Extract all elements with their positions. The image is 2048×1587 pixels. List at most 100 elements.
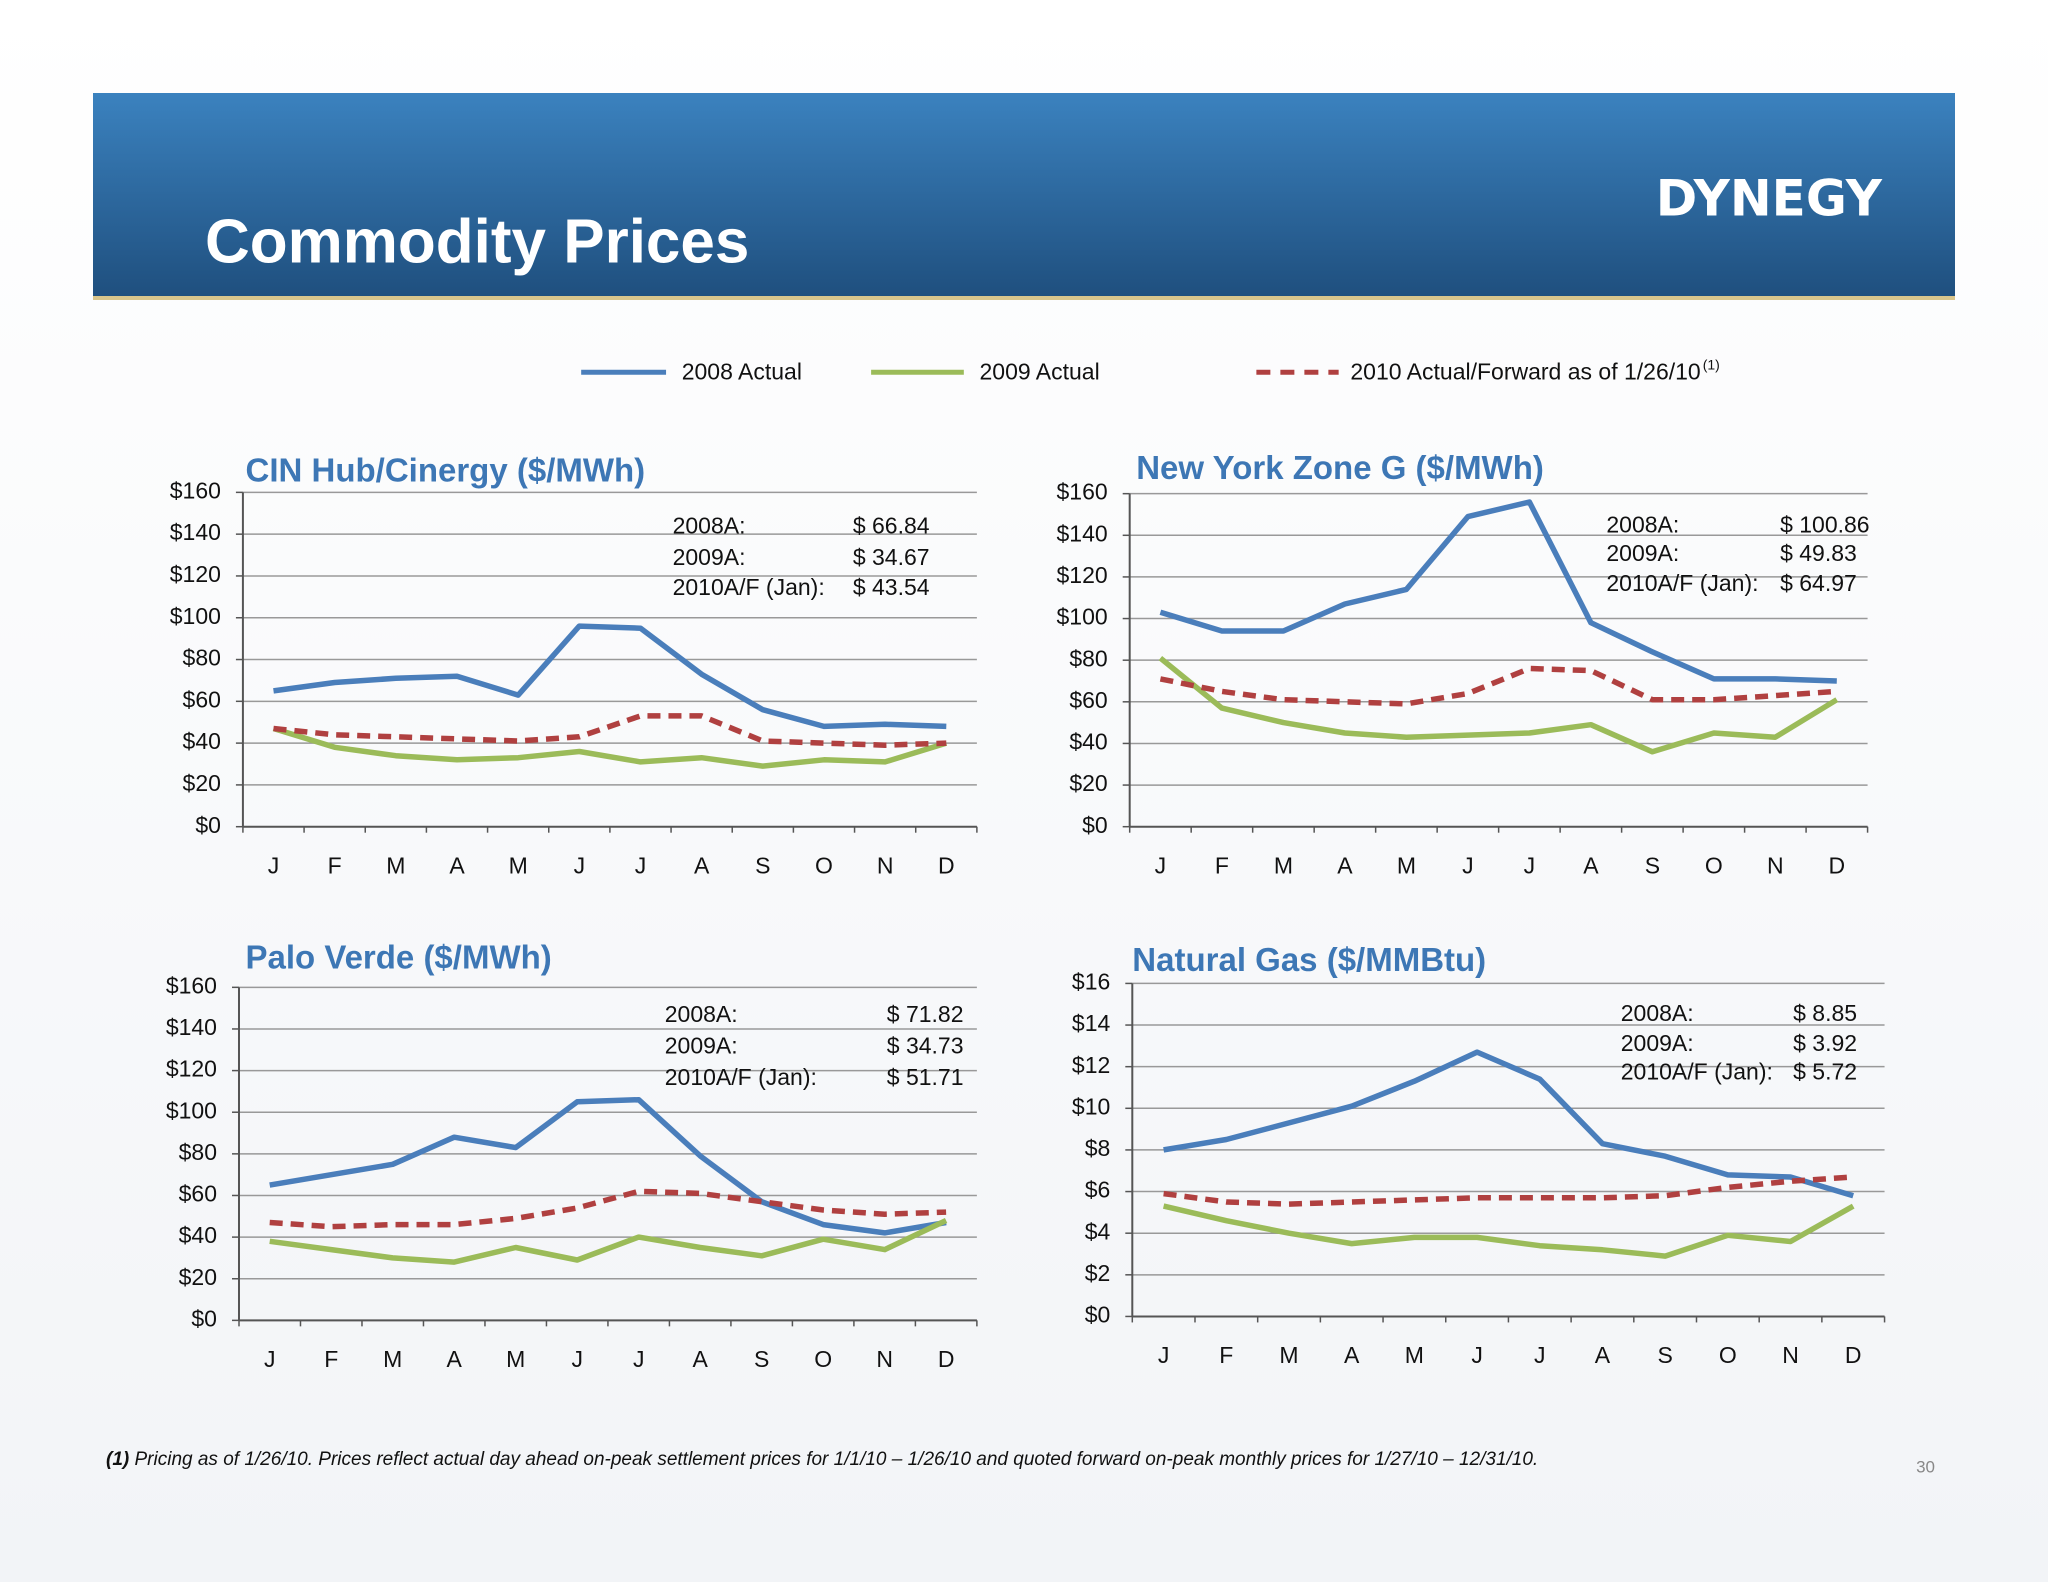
y-tick-label: $140	[170, 519, 221, 545]
y-tick-label: $100	[170, 603, 221, 629]
x-tick-label: A	[1337, 852, 1353, 878]
series-line	[273, 623, 947, 730]
x-tick-label: D	[938, 852, 955, 878]
annotation-value: $ 64.97	[1780, 570, 1857, 596]
y-tick-label: $120	[166, 1056, 217, 1082]
x-tick-label: J	[1524, 852, 1536, 878]
x-tick-label: J	[574, 852, 586, 878]
x-tick-label: S	[1657, 1342, 1672, 1368]
series-line	[1159, 499, 1837, 684]
x-tick-label: O	[815, 852, 833, 878]
y-tick-label: $0	[1082, 812, 1108, 838]
x-tick-label: N	[1767, 852, 1784, 878]
x-tick-label: A	[447, 1346, 463, 1372]
y-tick-label: $20	[1069, 770, 1107, 796]
x-tick-label: S	[1645, 852, 1660, 878]
legend-label: 2008 Actual	[682, 359, 802, 385]
y-tick-label: $80	[1069, 645, 1107, 671]
header-band	[93, 93, 1955, 297]
y-tick-label: $20	[183, 770, 221, 796]
y-tick-label: $40	[183, 728, 221, 754]
annotation-value: $ 8.85	[1793, 1000, 1857, 1026]
annotation-label: 2010A/F (Jan):	[1621, 1059, 1773, 1085]
annotation-value: $ 71.82	[887, 1001, 964, 1027]
y-tick-label: $120	[1057, 562, 1108, 588]
legend-label: 2010 Actual/Forward as of 1/26/10	[1350, 359, 1700, 385]
annotation-value: $ 49.83	[1780, 540, 1857, 566]
annotation-label: 2009A:	[1606, 540, 1679, 566]
footnote-marker: (1)	[106, 1449, 129, 1470]
y-tick-label: $0	[195, 812, 221, 838]
series-line	[1162, 1203, 1855, 1259]
y-tick-label: $4	[1085, 1218, 1111, 1244]
annotation-value: $ 43.54	[853, 574, 930, 600]
logo: DYNEGY	[1656, 170, 1883, 228]
series-line	[269, 1218, 948, 1265]
x-tick-label: N	[1782, 1342, 1799, 1368]
annotation-value: $ 66.84	[853, 513, 930, 539]
x-tick-label: M	[383, 1346, 402, 1372]
x-tick-label: N	[876, 1346, 893, 1372]
x-tick-label: D	[938, 1346, 955, 1372]
x-tick-label: M	[1397, 852, 1416, 878]
y-tick-label: $160	[166, 972, 217, 998]
x-tick-label: O	[1705, 852, 1723, 878]
x-tick-label: J	[1471, 1342, 1483, 1368]
series-line	[1163, 1049, 1854, 1199]
y-tick-label: $60	[179, 1181, 217, 1207]
series-line	[269, 1096, 947, 1236]
x-tick-label: J	[1534, 1342, 1546, 1368]
y-tick-label: $60	[183, 686, 221, 712]
y-tick-label: $40	[1069, 729, 1107, 755]
chart-title: New York Zone G ($/MWh)	[1136, 449, 1544, 486]
annotation-label: 2008A:	[1606, 511, 1679, 537]
series-line	[273, 713, 947, 748]
annotation-value: $ 51.71	[887, 1064, 964, 1090]
x-tick-label: M	[1405, 1342, 1424, 1368]
y-tick-label: $0	[191, 1305, 217, 1331]
footnote: (1) Pricing as of 1/26/10. Prices reflec…	[106, 1449, 1538, 1470]
y-tick-label: $80	[183, 645, 221, 671]
y-tick-label: $14	[1072, 1010, 1111, 1036]
x-tick-label: J	[1462, 852, 1474, 878]
y-tick-label: $40	[179, 1222, 217, 1248]
y-tick-label: $20	[179, 1264, 217, 1290]
x-tick-label: N	[877, 852, 894, 878]
chart-title: Palo Verde ($/MWh)	[246, 939, 552, 976]
y-tick-label: $160	[170, 477, 221, 503]
y-tick-label: $2	[1085, 1260, 1111, 1286]
legend-note: (1)	[1703, 356, 1720, 372]
y-tick-label: $80	[179, 1139, 217, 1165]
x-tick-label: M	[506, 1346, 525, 1372]
x-tick-label: M	[509, 852, 528, 878]
x-tick-label: A	[694, 852, 710, 878]
annotation-label: 2008A:	[673, 513, 746, 539]
x-tick-label: F	[324, 1346, 338, 1372]
annotation-label: 2008A:	[665, 1001, 738, 1027]
x-tick-label: O	[814, 1346, 832, 1372]
annotation-value: $ 34.67	[853, 544, 930, 570]
header-rule	[93, 296, 1955, 300]
annotation-label: 2010A/F (Jan):	[673, 574, 825, 600]
y-tick-label: $120	[170, 561, 221, 587]
y-tick-label: $100	[166, 1097, 217, 1123]
annotation-label: 2010A/F (Jan):	[1606, 570, 1758, 596]
y-tick-label: $10	[1072, 1093, 1110, 1119]
annotation-label: 2008A:	[1621, 1000, 1694, 1026]
series-line	[1163, 1174, 1854, 1207]
y-tick-label: $140	[166, 1014, 217, 1040]
x-tick-label: D	[1845, 1342, 1862, 1368]
y-tick-label: $6	[1085, 1177, 1111, 1203]
slide-title: Commodity Prices	[205, 207, 749, 276]
chart-title: Natural Gas ($/MMBtu)	[1132, 941, 1486, 978]
x-tick-label: F	[1215, 852, 1229, 878]
y-tick-label: $12	[1072, 1052, 1110, 1078]
y-tick-label: $16	[1072, 968, 1110, 994]
annotation-value: $ 100.86	[1780, 511, 1870, 537]
x-tick-label: A	[1344, 1342, 1360, 1368]
y-tick-label: $60	[1069, 687, 1107, 713]
series-line	[269, 1188, 947, 1230]
y-tick-label: $8	[1085, 1135, 1111, 1161]
